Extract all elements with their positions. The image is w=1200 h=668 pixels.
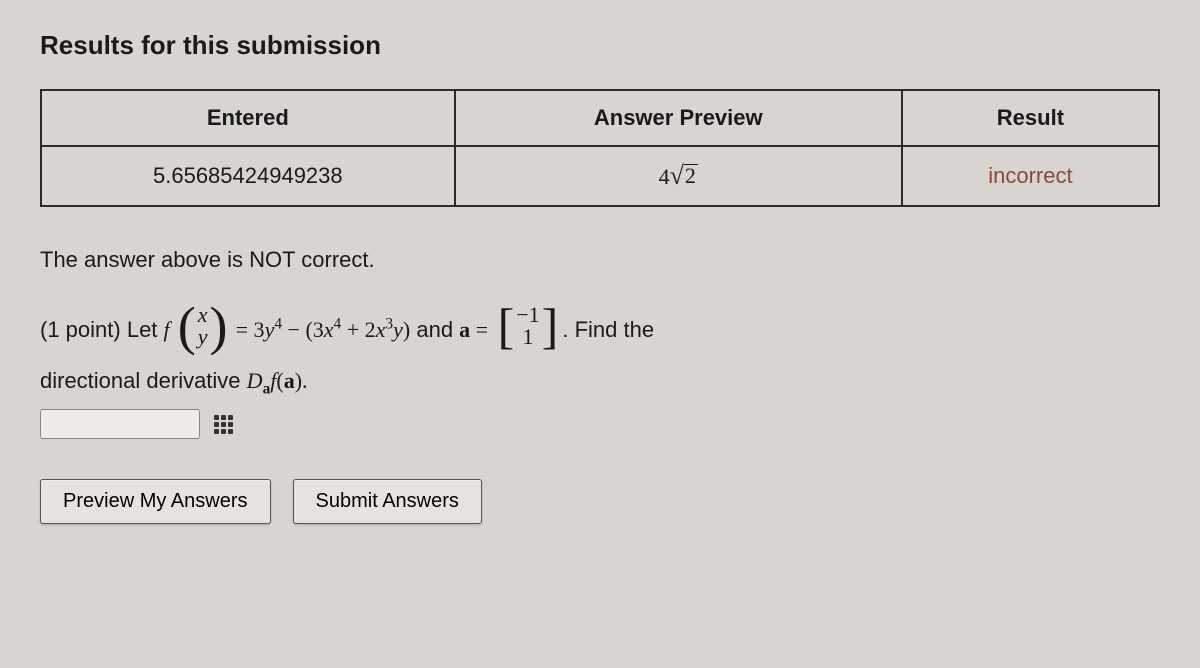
preview-coef: 4 [659,164,670,189]
period: . [562,317,574,342]
and-text: and [416,317,459,342]
cell-entered: 5.65685424949238 [41,146,455,206]
cell-preview: 4√2 [455,146,902,206]
rhs-close: ) [403,317,410,342]
fn-letter: f [164,317,170,342]
a-vec-bottom: 1 [522,326,533,348]
sqrt-icon: √2 [670,161,698,191]
keypad-icon[interactable] [214,415,233,434]
button-row: Preview My Answers Submit Answers [40,479,1160,524]
rhs-y2: y [393,317,403,342]
vec-bottom: y [198,326,208,348]
preview-radicand: 2 [684,164,698,187]
rhs-y-exp: 4 [274,315,282,332]
feedback-text: The answer above is NOT correct. [40,247,1160,273]
answer-input[interactable] [40,409,200,439]
preview-answers-button[interactable]: Preview My Answers [40,479,271,524]
rhs-minus: − (3 [282,317,324,342]
section-title: Results for this submission [40,30,1160,61]
points-label: (1 point) [40,317,121,342]
table-header-row: Entered Answer Preview Result [41,90,1159,146]
vector-a: [ −1 1 ] [498,304,559,358]
col-header-preview: Answer Preview [455,90,902,146]
a-eq: = [470,317,493,342]
col-header-result: Result [902,90,1159,146]
a-letter: a [459,317,470,342]
rhs-y: y [265,317,275,342]
rhs-a: = 3 [236,317,265,342]
line2-a: directional derivative [40,368,247,393]
rhs-x2: x [376,317,386,342]
table-row: 5.65685424949238 4√2 incorrect [41,146,1159,206]
a-arg: a [284,368,295,393]
vector-xy: ( x y ) [178,303,228,359]
D: D [247,368,263,393]
let-text: Let [121,317,164,342]
rhs-x2-exp: 3 [385,315,393,332]
cell-result: incorrect [902,146,1159,206]
answer-row [40,409,1160,439]
rhs-plus: + 2 [341,317,375,342]
problem-statement: (1 point) Let f ( x y ) = 3y4 − (3x4 + 2… [40,303,1160,403]
vec-top: x [198,304,208,326]
a-vec-top: −1 [516,304,539,326]
find-text: Find the [575,317,655,342]
open-p: ( [276,368,283,393]
submit-answers-button[interactable]: Submit Answers [293,479,482,524]
rhs-x1: x [324,317,334,342]
col-header-entered: Entered [41,90,455,146]
close-p: ). [295,368,308,393]
results-table: Entered Answer Preview Result 5.65685424… [40,89,1160,207]
